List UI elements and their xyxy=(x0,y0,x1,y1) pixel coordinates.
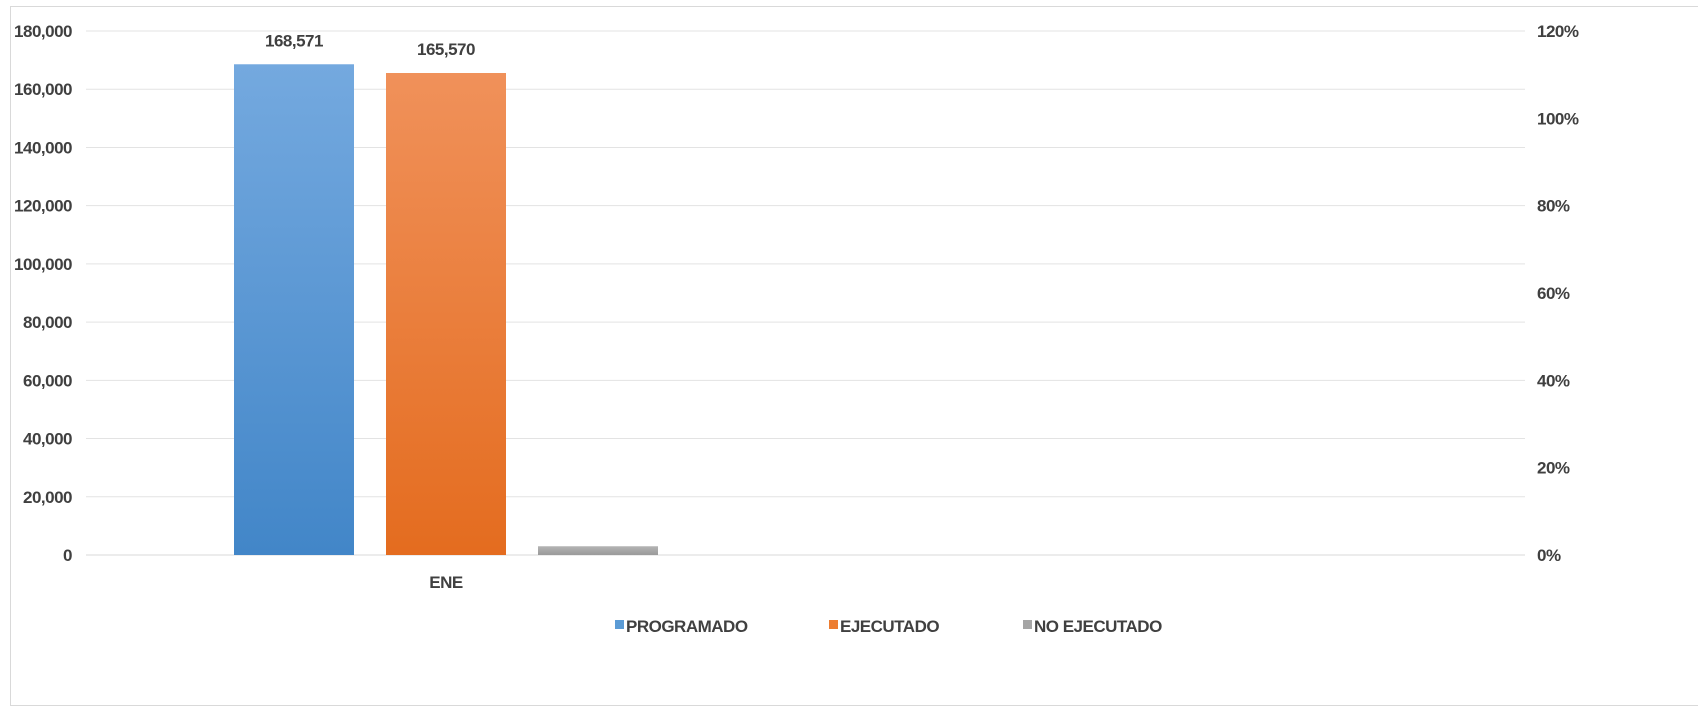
y-tick-label: 120,000 xyxy=(14,197,72,216)
legend-label: PROGRAMADO xyxy=(626,617,748,636)
data-label: 168,571 xyxy=(265,31,323,50)
data-labels: 168,571 165,570 xyxy=(265,31,475,59)
y2-tick-label: 0% xyxy=(1537,546,1561,565)
data-label: 165,570 xyxy=(417,40,475,59)
y-tick-label: 80,000 xyxy=(23,313,72,332)
y-tick-label: 60,000 xyxy=(23,371,72,390)
y-tick-label: 20,000 xyxy=(23,488,72,507)
y2-tick-label: 100% xyxy=(1537,109,1579,128)
bar-ejecutado xyxy=(386,73,506,556)
bar-no-ejecutado xyxy=(538,546,658,555)
y-axis-left: 0 20,000 40,000 60,000 80,000 100,000 120,000 1… xyxy=(14,22,72,565)
legend-label: NO EJECUTADO xyxy=(1034,617,1162,636)
y2-tick-label: 40% xyxy=(1537,371,1570,390)
y-tick-label: 180,000 xyxy=(14,22,72,41)
x-axis: ENE xyxy=(429,573,463,592)
y-tick-label: 140,000 xyxy=(14,138,72,157)
y2-tick-label: 80% xyxy=(1537,197,1570,216)
bars xyxy=(234,64,658,556)
legend-swatch xyxy=(615,620,624,629)
legend-label: EJECUTADO xyxy=(840,617,939,636)
y-tick-label: 160,000 xyxy=(14,80,72,99)
legend-swatch xyxy=(829,620,838,629)
y-tick-label: 40,000 xyxy=(23,430,72,449)
y-tick-label: 100,000 xyxy=(14,255,72,274)
y-tick-label: 0 xyxy=(63,546,72,565)
y2-tick-label: 60% xyxy=(1537,284,1570,303)
y-axis-right: 0% 20% 40% 60% 80% 100% 120% xyxy=(1537,22,1579,565)
legend-swatch xyxy=(1023,620,1032,629)
y2-tick-label: 20% xyxy=(1537,459,1570,478)
legend: PROGRAMADO EJECUTADO NO EJECUTADO xyxy=(615,617,1163,636)
bar-programado xyxy=(234,64,354,555)
y2-tick-label: 120% xyxy=(1537,22,1579,41)
x-tick-label: ENE xyxy=(429,573,463,592)
